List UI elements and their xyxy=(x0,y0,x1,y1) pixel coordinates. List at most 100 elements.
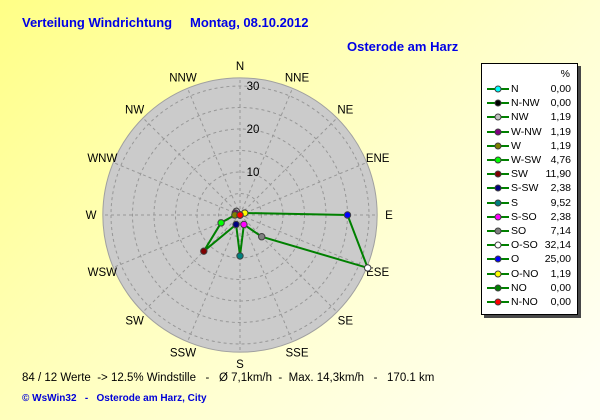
compass-label: N xyxy=(236,61,244,73)
legend-marker-icon xyxy=(487,99,509,107)
legend-item-N: N 0,00 xyxy=(487,82,571,96)
grid-spoke xyxy=(187,88,241,216)
legend-direction-label: SW xyxy=(511,168,528,181)
legend-direction-label: W-SW xyxy=(511,154,542,167)
legend-percent-value: 2,38 xyxy=(550,182,571,195)
legend-direction-label: W xyxy=(511,139,521,152)
legend-percent-value: 11,90 xyxy=(545,168,572,181)
legend-item-W: W 1,19 xyxy=(487,139,571,153)
legend-percent-value: 32,14 xyxy=(544,239,571,252)
legend-direction-label: O-NO xyxy=(511,267,539,280)
data-point-S-SO xyxy=(240,220,248,229)
legend-marker-icon xyxy=(487,156,509,164)
legend-percent-value: 1,19 xyxy=(550,111,571,124)
data-point-SO xyxy=(258,233,266,241)
data-point-O xyxy=(343,211,352,219)
legend-item-S-SW: S-SW 2,38 xyxy=(487,181,571,195)
legend-marker-icon xyxy=(487,255,509,263)
legend-marker-icon xyxy=(487,270,509,278)
data-point-O-SO xyxy=(363,264,372,272)
grid-spoke xyxy=(239,214,293,342)
legend-percent-value: 0,00 xyxy=(550,97,571,110)
compass-label: W xyxy=(86,210,97,222)
compass-label: NE xyxy=(337,105,353,117)
compass-label: NNW xyxy=(169,72,197,84)
compass-label: SSE xyxy=(286,348,309,360)
legend-direction-label: O xyxy=(511,253,520,266)
legend-marker-icon xyxy=(487,241,509,249)
compass-label: ENE xyxy=(366,153,390,165)
data-point-S-SW xyxy=(232,220,240,229)
legend-item-O: O 25,00 xyxy=(487,252,571,266)
legend-marker-icon xyxy=(487,85,509,93)
compass-label: SSW xyxy=(170,348,196,360)
data-point-N-NO xyxy=(236,211,244,219)
legend-marker-icon xyxy=(487,128,509,136)
legend-marker-icon xyxy=(487,170,509,178)
compass-label: S xyxy=(236,359,244,371)
radial-tick-label: 10 xyxy=(247,167,260,179)
legend-direction-label: S xyxy=(511,196,519,209)
legend-unit-header: % xyxy=(560,68,570,80)
compass-label: NW xyxy=(125,105,144,117)
grid-spoke xyxy=(239,214,367,268)
legend-rows: N 0,00 N-NW 0,00 NW 1,19 W-NW 1,19 W 1,19 W-SW 4,76… xyxy=(487,82,571,309)
legend-marker-icon xyxy=(487,298,509,306)
copyright-line: © WsWin32 - Osterode am Harz, City xyxy=(22,393,207,404)
compass-label: E xyxy=(385,210,393,222)
compass-label: ESE xyxy=(366,267,389,279)
legend-item-NW: NW 1,19 xyxy=(487,110,571,124)
legend-direction-label: NW xyxy=(511,111,529,124)
legend-direction-label: S-SW xyxy=(511,182,539,195)
legend-item-S: S 9,52 xyxy=(487,196,571,210)
grid-spoke xyxy=(239,214,338,313)
legend-item-N-NW: N-NW 0,00 xyxy=(487,96,571,110)
stats-line: 84 / 12 Werte -> 12.5% Windstille - Ø 7,… xyxy=(22,372,435,384)
legend-percent-value: 2,38 xyxy=(550,210,571,223)
report-date: Montag, 08.10.2012 xyxy=(190,15,309,30)
legend-marker-icon xyxy=(487,227,509,235)
legend-percent-value: 1,19 xyxy=(550,125,571,138)
legend-percent-value: 0,00 xyxy=(550,281,571,294)
grid-spoke xyxy=(187,214,241,342)
legend-marker-icon xyxy=(487,113,509,121)
legend-direction-label: O-SO xyxy=(511,239,538,252)
legend-percent-value: 0,00 xyxy=(550,295,571,308)
legend-percent-value: 0,00 xyxy=(550,83,571,96)
legend-percent-value: 25,00 xyxy=(544,253,571,266)
data-point-W-SW xyxy=(217,219,225,227)
grid-ring xyxy=(218,193,262,237)
compass-label: WSW xyxy=(88,267,118,279)
radial-tick-label: 20 xyxy=(247,124,260,136)
chart-legend: % N 0,00 N-NW 0,00 NW 1,19 W-NW 1,19 W 1,19 W-SW 4,… xyxy=(481,63,578,315)
station-name: Osterode am Harz xyxy=(347,39,459,54)
legend-percent-value: 1,19 xyxy=(550,139,571,152)
legend-item-W-NW: W-NW 1,19 xyxy=(487,125,571,139)
compass-label: NNE xyxy=(285,72,310,84)
legend-direction-label: SO xyxy=(511,224,527,237)
legend-marker-icon xyxy=(487,284,509,292)
page-title: Verteilung Windrichtung xyxy=(22,15,173,30)
data-point-S xyxy=(236,252,244,260)
legend-marker-icon xyxy=(487,199,509,207)
legend-percent-value: 1,19 xyxy=(550,267,571,280)
compass-label: SW xyxy=(125,315,144,327)
legend-item-S-SO: S-SO 2,38 xyxy=(487,210,571,224)
legend-item-SW: SW 11,90 xyxy=(487,167,571,181)
legend-direction-label: NO xyxy=(511,281,527,294)
legend-item-W-SW: W-SW 4,76 xyxy=(487,153,571,167)
grid-spoke xyxy=(113,162,241,216)
legend-marker-icon xyxy=(487,142,509,150)
legend-percent-value: 9,52 xyxy=(550,196,571,209)
grid-spoke xyxy=(239,88,293,216)
legend-item-SO: SO 7,14 xyxy=(487,224,571,238)
legend-item-N-NO: N-NO 0,00 xyxy=(487,295,571,309)
legend-item-NO: NO 0,00 xyxy=(487,281,571,295)
legend-direction-label: W-NW xyxy=(511,125,542,138)
legend-direction-label: N xyxy=(511,83,519,96)
legend-direction-label: S-SO xyxy=(511,210,537,223)
data-point-SW xyxy=(200,247,208,255)
grid-spoke xyxy=(142,214,241,313)
grid-spoke xyxy=(239,117,338,216)
